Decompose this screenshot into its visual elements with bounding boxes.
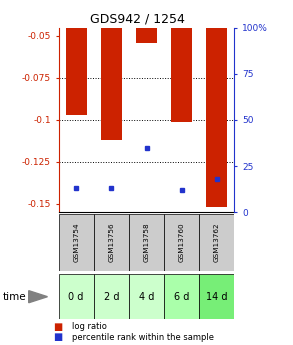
Text: 14 d: 14 d (206, 292, 228, 302)
Bar (101, 28, 122, 140)
Bar (59, 214, 94, 271)
Bar (129, 274, 164, 319)
Text: 2 d: 2 d (104, 292, 119, 302)
Bar (94, 214, 129, 271)
Text: GSM13760: GSM13760 (179, 223, 185, 262)
Text: log ratio: log ratio (72, 322, 107, 331)
Text: GSM13754: GSM13754 (73, 223, 79, 262)
Text: GSM13756: GSM13756 (108, 223, 114, 262)
Bar (66, 28, 87, 115)
Text: 6 d: 6 d (174, 292, 189, 302)
Text: ■: ■ (53, 333, 62, 342)
Bar (171, 28, 192, 121)
Bar (164, 274, 199, 319)
Bar (199, 274, 234, 319)
Polygon shape (29, 290, 47, 303)
Text: 0 d: 0 d (69, 292, 84, 302)
Text: ■: ■ (53, 322, 62, 332)
Text: GDS942 / 1254: GDS942 / 1254 (90, 12, 185, 25)
Bar (199, 214, 234, 271)
Bar (94, 274, 129, 319)
Bar (164, 214, 199, 271)
Bar (129, 214, 164, 271)
Bar (206, 28, 227, 207)
Text: 4 d: 4 d (139, 292, 154, 302)
Text: GSM13758: GSM13758 (144, 223, 149, 262)
Bar (59, 274, 94, 319)
Text: percentile rank within the sample: percentile rank within the sample (72, 333, 214, 342)
Text: GSM13762: GSM13762 (214, 223, 220, 262)
Text: time: time (3, 293, 27, 302)
Bar (136, 28, 157, 43)
